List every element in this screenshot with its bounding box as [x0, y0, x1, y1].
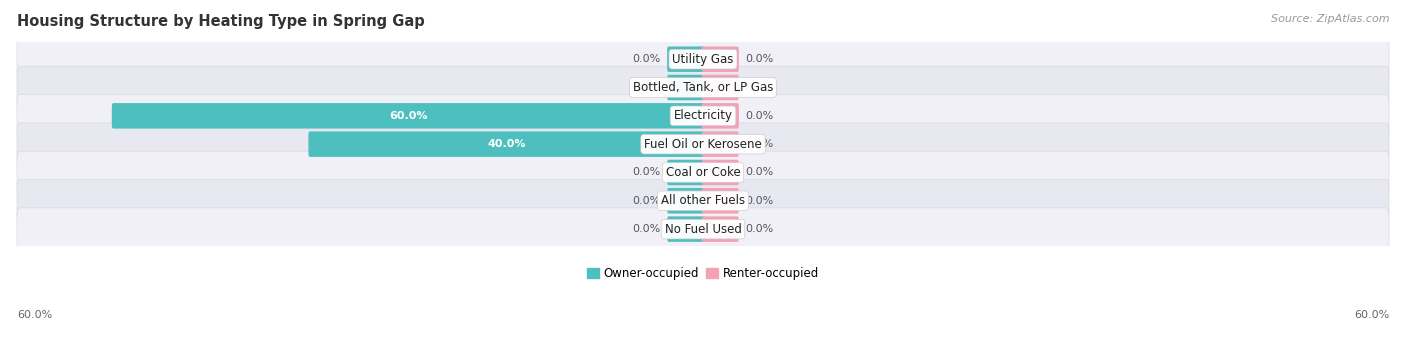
Text: Coal or Coke: Coal or Coke [665, 166, 741, 179]
Text: Bottled, Tank, or LP Gas: Bottled, Tank, or LP Gas [633, 81, 773, 94]
FancyBboxPatch shape [308, 131, 704, 157]
FancyBboxPatch shape [666, 188, 704, 214]
FancyBboxPatch shape [17, 180, 1389, 222]
FancyBboxPatch shape [702, 216, 740, 242]
Text: 0.0%: 0.0% [745, 83, 773, 92]
FancyBboxPatch shape [666, 160, 704, 185]
Text: 0.0%: 0.0% [745, 111, 773, 121]
Text: Source: ZipAtlas.com: Source: ZipAtlas.com [1271, 14, 1389, 23]
Text: 60.0%: 60.0% [1354, 310, 1389, 320]
Text: Utility Gas: Utility Gas [672, 53, 734, 66]
FancyBboxPatch shape [17, 38, 1389, 81]
Text: 0.0%: 0.0% [633, 168, 661, 177]
Text: 60.0%: 60.0% [389, 111, 427, 121]
Text: 0.0%: 0.0% [633, 83, 661, 92]
FancyBboxPatch shape [702, 131, 740, 157]
FancyBboxPatch shape [702, 188, 740, 214]
Text: 0.0%: 0.0% [633, 54, 661, 64]
FancyBboxPatch shape [666, 75, 704, 100]
FancyBboxPatch shape [702, 47, 740, 72]
Text: 0.0%: 0.0% [745, 196, 773, 206]
FancyBboxPatch shape [17, 208, 1389, 250]
FancyBboxPatch shape [666, 47, 704, 72]
FancyBboxPatch shape [17, 95, 1389, 137]
Text: Electricity: Electricity [673, 109, 733, 122]
FancyBboxPatch shape [702, 75, 740, 100]
Text: 0.0%: 0.0% [745, 224, 773, 234]
Text: 0.0%: 0.0% [745, 168, 773, 177]
Text: Fuel Oil or Kerosene: Fuel Oil or Kerosene [644, 138, 762, 151]
FancyBboxPatch shape [17, 66, 1389, 109]
Text: 0.0%: 0.0% [633, 224, 661, 234]
Text: 60.0%: 60.0% [17, 310, 52, 320]
FancyBboxPatch shape [17, 151, 1389, 194]
Text: Housing Structure by Heating Type in Spring Gap: Housing Structure by Heating Type in Spr… [17, 14, 425, 29]
FancyBboxPatch shape [112, 103, 704, 129]
FancyBboxPatch shape [702, 160, 740, 185]
Text: 40.0%: 40.0% [486, 139, 526, 149]
FancyBboxPatch shape [666, 216, 704, 242]
Text: 0.0%: 0.0% [633, 196, 661, 206]
Text: 0.0%: 0.0% [745, 54, 773, 64]
FancyBboxPatch shape [702, 103, 740, 129]
Text: 0.0%: 0.0% [745, 139, 773, 149]
Text: All other Fuels: All other Fuels [661, 194, 745, 207]
Legend: Owner-occupied, Renter-occupied: Owner-occupied, Renter-occupied [582, 262, 824, 285]
Text: No Fuel Used: No Fuel Used [665, 223, 741, 236]
FancyBboxPatch shape [17, 123, 1389, 165]
